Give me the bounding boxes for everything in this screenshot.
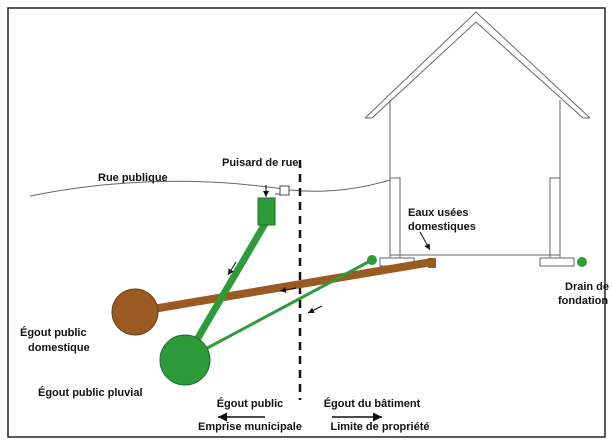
house	[364, 11, 591, 267]
label: domestique	[28, 342, 90, 354]
frame	[7, 7, 606, 438]
label: Emprise municipale	[198, 421, 302, 433]
label: Eaux usées	[408, 207, 469, 219]
label: domestiques	[408, 221, 476, 233]
drain-pipe	[184, 258, 373, 362]
label: Puisard de rue	[222, 157, 298, 169]
label: Rue publique	[98, 172, 168, 184]
label: Égout public pluvial	[38, 386, 143, 399]
label: Égout public	[20, 326, 87, 339]
storm-sewer	[159, 334, 211, 386]
flow-arrows	[227, 231, 431, 314]
label: Limite de propriété	[330, 421, 429, 433]
sanitary-pipe	[134, 258, 433, 316]
label: fondation	[558, 295, 608, 307]
label: Égout du bâtiment	[324, 397, 421, 410]
sanitary-sewer	[111, 288, 159, 336]
storm-pipe	[181, 220, 270, 362]
catch-basin	[257, 197, 276, 226]
grate	[279, 185, 290, 196]
label: Drain de	[565, 281, 609, 293]
drain-end	[367, 255, 377, 265]
street	[29, 179, 391, 197]
label: Égout public	[217, 397, 284, 410]
foundation-drain	[577, 257, 587, 267]
